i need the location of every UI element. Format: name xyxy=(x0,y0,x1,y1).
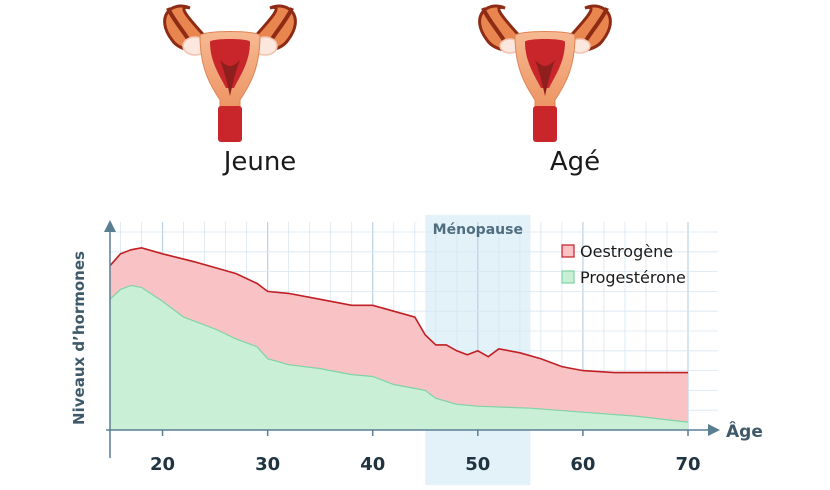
menopause-label: Ménopause xyxy=(433,222,523,238)
hormone-area-chart: 20 30 40 50 60 70 Ménopause Âge Niveaux d’hor… xyxy=(70,215,763,485)
y-axis-label: Niveaux d’hormones xyxy=(70,251,88,425)
area-progesterone xyxy=(110,285,688,430)
line-oestrogene xyxy=(109,246,688,374)
x-axis-label: Âge xyxy=(726,420,763,442)
chart-areas xyxy=(109,246,689,430)
x-tick-label: 20 xyxy=(150,454,175,475)
x-axis-ticks: 20 30 40 50 60 70 xyxy=(150,430,701,475)
y-axis-arrow xyxy=(104,220,116,232)
line-progesterone xyxy=(109,284,689,423)
x-axis-arrow xyxy=(708,424,720,436)
legend-label-progesterone: Progestérone xyxy=(580,268,686,287)
young-label: Jeune xyxy=(222,147,297,177)
x-tick-label: 30 xyxy=(255,454,280,475)
old-uterus-illustration xyxy=(478,4,612,142)
x-tick-label: 50 xyxy=(465,454,490,475)
old-label: Agé xyxy=(550,147,600,177)
x-tick-label: 60 xyxy=(570,454,595,475)
x-tick-label: 40 xyxy=(360,454,385,475)
x-tick-label: 70 xyxy=(675,454,700,475)
legend-swatch-progesterone xyxy=(561,270,575,284)
legend-swatch-oestrogene xyxy=(561,244,575,258)
legend-label-oestrogene: Oestrogène xyxy=(580,242,673,261)
young-uterus-illustration xyxy=(163,4,297,142)
chart-legend: Oestrogène Progestérone xyxy=(561,242,686,287)
